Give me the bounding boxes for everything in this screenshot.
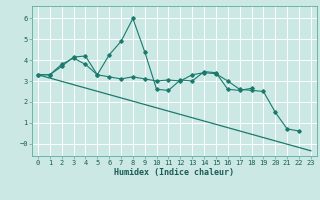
X-axis label: Humidex (Indice chaleur): Humidex (Indice chaleur) [115,168,234,177]
